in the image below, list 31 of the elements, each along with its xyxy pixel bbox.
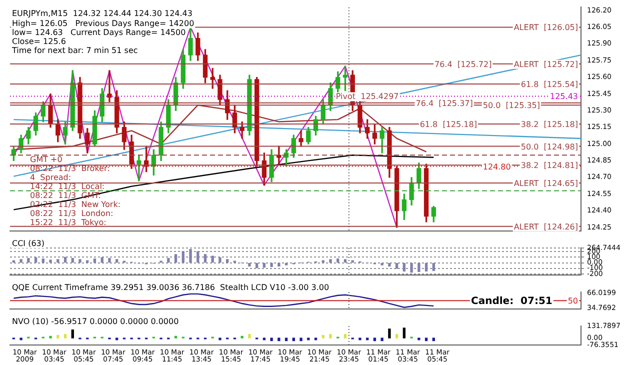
- ref-line-label: 50.0 [124.98]: [520, 142, 578, 152]
- annotation: Time for next bar: 7 min 51 sec: [11, 46, 138, 56]
- annotation: Pivot 125.4297: [336, 92, 399, 102]
- ref-line-label: 38.2 [124.81]: [520, 161, 578, 170]
- ref-line-label: 50.0 [125.35]: [482, 101, 540, 110]
- annotation: 08:22 11/3 London:: [30, 208, 114, 218]
- ref-line-label: ALERT [126.05]: [514, 23, 578, 32]
- annotation: 15:22 11/3 Tokyo:: [30, 218, 106, 227]
- annotation: Candle: 07:51: [471, 296, 552, 307]
- annotation: High= 126.05 Previous Days Range= 14200: [12, 19, 194, 28]
- chart-title: CCI (63): [12, 239, 44, 248]
- chart-title: QQE Current Timeframe 39.2951 39.0036 36.7186 Stealth LCD V10 -3.00 3.00: [12, 283, 330, 292]
- ref-line-label: 61.8 [125.54]: [520, 80, 578, 89]
- annotation: GMT +0: [30, 154, 62, 164]
- chart-title: NVO (10) -56.9517 0.0000 0.0000 0.0000: [12, 317, 179, 326]
- ref-line-label: 38.2 [125.18]: [520, 120, 578, 130]
- ref-line-label: 124.80: [482, 162, 511, 172]
- ref-line-label: ALERT [124.65]: [514, 178, 578, 188]
- ref-line-label: 50: [568, 296, 578, 306]
- ref-line-label: ALERT [124.26]: [514, 222, 578, 232]
- annotation: 4 Spread:: [30, 172, 72, 182]
- ref-line-label: 76.4 [125.37]: [416, 98, 473, 108]
- annotation: low= 124.63 Current Days Range= 14500: [12, 28, 186, 38]
- annotation: 14:22 11/3 Local:: [30, 182, 105, 191]
- annotation: Close= 125.6: [12, 37, 66, 46]
- chart-title: EURJPYm,M15 124.32 124.44 124.30 124.43: [12, 9, 192, 18]
- ref-line-label: ALERT [125.72]: [514, 60, 578, 69]
- annotation: 08:22 11/3 Broker:: [30, 164, 110, 173]
- annotation: 61.8 [125.18]: [420, 120, 477, 130]
- annotation: 76.4 [125.72]: [434, 60, 492, 69]
- ref-line-label: 125.43: [550, 92, 578, 102]
